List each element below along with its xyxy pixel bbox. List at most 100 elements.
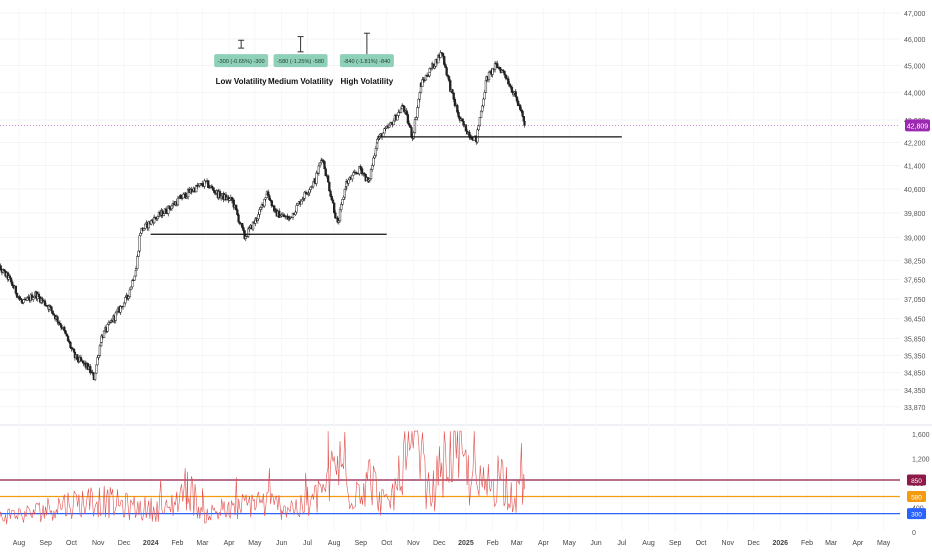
volatility-pane (0, 431, 900, 524)
candle-body (339, 210, 341, 221)
candle-body (351, 175, 353, 179)
candle-body (318, 166, 320, 173)
candle-body (115, 313, 117, 321)
candle-body (327, 176, 329, 182)
candle-body (11, 282, 13, 286)
volatility-label: Medium Volatility (268, 77, 334, 86)
candle-body (260, 208, 262, 210)
candle-body (434, 66, 436, 68)
candle-body (342, 199, 344, 204)
reference-label: 300 (911, 512, 922, 519)
measure-badge-text: -840 (-1.81%) -840 (343, 59, 390, 65)
y-tick-label: 37,650 (904, 278, 926, 285)
candle-body (507, 79, 509, 84)
candle-body (409, 125, 411, 127)
candle-body (511, 87, 513, 92)
candle-body (235, 205, 237, 210)
candle-body (26, 298, 28, 300)
candle-body (458, 112, 460, 117)
candle-body (480, 111, 482, 117)
candle-body (325, 169, 327, 176)
candle-body (80, 357, 82, 360)
candle-body (264, 199, 266, 206)
candle-body (51, 307, 53, 311)
y-tick-label: 38,250 (904, 259, 926, 266)
candle-body (448, 76, 450, 80)
candle-body (76, 355, 78, 360)
x-tick-label: May (248, 540, 262, 547)
y-tick-label: 34,350 (904, 388, 926, 395)
candle-body (524, 121, 526, 125)
candle-body (120, 307, 122, 313)
candle-body (32, 298, 34, 300)
candle-body (400, 109, 402, 113)
vol-y-tick-label: 0 (912, 530, 916, 537)
candle-body (66, 334, 68, 336)
x-tick-label: Oct (381, 540, 392, 547)
current-price-label: 42,809 (907, 123, 929, 130)
candle-body (130, 287, 132, 290)
candle-body (456, 105, 458, 112)
candle-body (295, 212, 297, 215)
x-tick-label: Feb (171, 540, 183, 547)
vol-y-tick-label: 1,200 (912, 457, 930, 464)
candle-body (212, 188, 214, 190)
candle-body (443, 56, 445, 64)
candle-body (143, 228, 145, 230)
candle-body (519, 105, 521, 109)
candle-body (446, 68, 448, 75)
candle-body (371, 165, 373, 169)
candle-body (103, 331, 105, 338)
x-tick-label: Aug (328, 540, 341, 547)
candle-body (38, 294, 40, 297)
candle-body (499, 67, 501, 69)
x-tick-label: Feb (487, 540, 499, 547)
candle-body (247, 229, 249, 236)
y-tick-label: 44,000 (904, 90, 926, 97)
candle-body (157, 217, 159, 219)
x-tick-label: Apr (224, 540, 236, 547)
candle-body (454, 99, 456, 105)
candle-body (257, 214, 259, 218)
candle-body (374, 156, 376, 158)
candle-body (465, 125, 467, 131)
volatility-label: Low Volatility (216, 77, 268, 86)
candle-body (348, 180, 350, 183)
y-tick-label: 35,350 (904, 353, 926, 360)
candle-body (138, 251, 140, 256)
candle-body (15, 286, 17, 293)
y-tick-label: 46,000 (904, 37, 926, 44)
x-tick-label: Aug (642, 540, 655, 547)
candle-body (483, 99, 485, 106)
x-tick-label: Jun (276, 540, 287, 547)
y-tick-label: 37,050 (904, 297, 926, 304)
y-tick-label: 36,450 (904, 317, 926, 324)
candle-body (129, 290, 131, 297)
candle-body (324, 161, 326, 168)
candle-body (393, 121, 395, 125)
candle-body (370, 170, 372, 179)
candle-body (44, 301, 46, 306)
vol-y-tick-label: 1,600 (912, 432, 930, 439)
x-tick-label: Mar (825, 540, 838, 547)
candle-body (182, 194, 184, 198)
volatility-series-line (0, 431, 524, 524)
candle-body (123, 303, 125, 307)
candle-body (330, 191, 332, 196)
candle-body (522, 111, 524, 116)
candle-body (89, 366, 91, 372)
y-tick-label: 33,870 (904, 405, 926, 412)
y-tick-label: 40,600 (904, 187, 926, 194)
candle-body (376, 139, 378, 142)
x-tick-label: Aug (13, 540, 26, 547)
candle-body (415, 117, 417, 119)
candle-body (98, 355, 100, 357)
candle-body (57, 317, 59, 322)
candle-body (453, 93, 455, 99)
candle-body (177, 198, 179, 205)
candle-body (52, 311, 54, 314)
candle-body (259, 210, 261, 215)
candle-body (416, 107, 418, 117)
